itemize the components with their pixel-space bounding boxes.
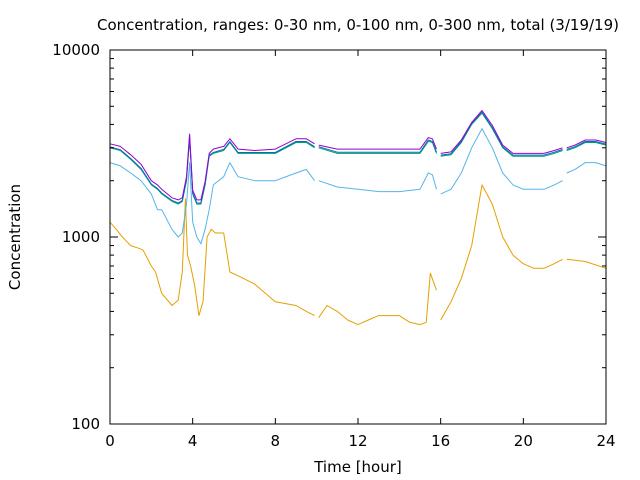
x-tick-label: 8 [271, 432, 281, 450]
x-tick-label: 0 [105, 432, 115, 450]
chart-title: Concentration, ranges: 0-30 nm, 0-100 nm… [97, 16, 619, 34]
x-tick-label: 12 [348, 432, 367, 450]
y-tick-label: 100 [71, 415, 100, 433]
y-tick-label: 10000 [52, 41, 100, 59]
series-line-2 [109, 128, 607, 245]
x-tick-label: 20 [514, 432, 533, 450]
y-tick-label: 1000 [62, 228, 100, 246]
y-axis-label: Concentration [6, 184, 24, 290]
axis-ticks: 0 4 8 12 16 20 24 100 1000 10000 [52, 41, 615, 450]
x-axis-label: Time [hour] [313, 458, 402, 476]
series-line-4 [109, 111, 607, 204]
series-line-5 [109, 110, 607, 201]
series-layer [109, 110, 607, 326]
x-tick-label: 16 [431, 432, 450, 450]
x-tick-label: 24 [596, 432, 615, 450]
series-line-1 [109, 184, 607, 326]
x-tick-label: 4 [188, 432, 198, 450]
plot-frame [109, 49, 607, 425]
